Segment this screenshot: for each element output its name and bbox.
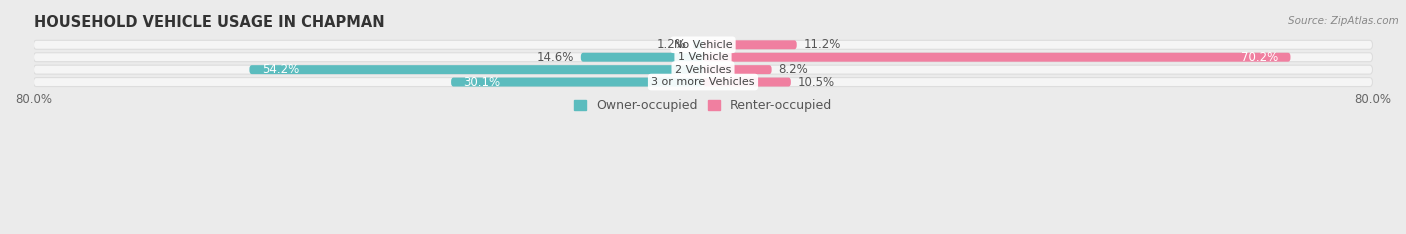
Text: 70.2%: 70.2% <box>1240 51 1278 64</box>
FancyBboxPatch shape <box>703 65 772 74</box>
FancyBboxPatch shape <box>249 65 703 74</box>
FancyBboxPatch shape <box>34 65 1372 74</box>
Text: 54.2%: 54.2% <box>262 63 299 76</box>
FancyBboxPatch shape <box>34 78 1372 87</box>
Text: 3 or more Vehicles: 3 or more Vehicles <box>651 77 755 87</box>
FancyBboxPatch shape <box>703 78 790 87</box>
Legend: Owner-occupied, Renter-occupied: Owner-occupied, Renter-occupied <box>568 94 838 117</box>
Text: Source: ZipAtlas.com: Source: ZipAtlas.com <box>1288 16 1399 26</box>
Text: 1 Vehicle: 1 Vehicle <box>678 52 728 62</box>
Text: No Vehicle: No Vehicle <box>673 40 733 50</box>
Text: 11.2%: 11.2% <box>803 38 841 51</box>
Text: 8.2%: 8.2% <box>779 63 808 76</box>
Text: 10.5%: 10.5% <box>797 76 835 88</box>
FancyBboxPatch shape <box>581 53 703 62</box>
FancyBboxPatch shape <box>703 53 1291 62</box>
Text: HOUSEHOLD VEHICLE USAGE IN CHAPMAN: HOUSEHOLD VEHICLE USAGE IN CHAPMAN <box>34 15 384 30</box>
FancyBboxPatch shape <box>34 40 1372 49</box>
FancyBboxPatch shape <box>693 40 703 49</box>
FancyBboxPatch shape <box>34 53 1372 62</box>
FancyBboxPatch shape <box>703 40 797 49</box>
Text: 2 Vehicles: 2 Vehicles <box>675 65 731 75</box>
Text: 30.1%: 30.1% <box>464 76 501 88</box>
Text: 14.6%: 14.6% <box>537 51 574 64</box>
FancyBboxPatch shape <box>451 78 703 87</box>
Text: 1.2%: 1.2% <box>657 38 686 51</box>
